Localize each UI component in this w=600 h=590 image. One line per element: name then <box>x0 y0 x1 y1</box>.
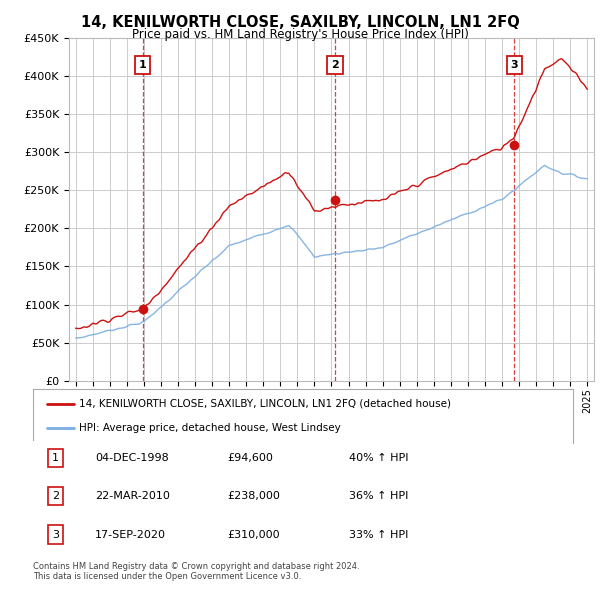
Text: Contains HM Land Registry data © Crown copyright and database right 2024.
This d: Contains HM Land Registry data © Crown c… <box>33 562 359 581</box>
Text: 22-MAR-2010: 22-MAR-2010 <box>95 491 170 501</box>
Text: 33% ↑ HPI: 33% ↑ HPI <box>349 530 408 539</box>
Text: 36% ↑ HPI: 36% ↑ HPI <box>349 491 408 501</box>
Text: 17-SEP-2020: 17-SEP-2020 <box>95 530 166 539</box>
Text: 04-DEC-1998: 04-DEC-1998 <box>95 453 169 463</box>
Text: 2: 2 <box>52 491 59 501</box>
Text: 1: 1 <box>139 60 146 70</box>
Text: 3: 3 <box>52 530 59 539</box>
Text: HPI: Average price, detached house, West Lindsey: HPI: Average price, detached house, West… <box>79 423 341 433</box>
Text: £94,600: £94,600 <box>227 453 273 463</box>
Text: 2: 2 <box>331 60 339 70</box>
Text: 3: 3 <box>511 60 518 70</box>
Text: £310,000: £310,000 <box>227 530 280 539</box>
Text: 40% ↑ HPI: 40% ↑ HPI <box>349 453 409 463</box>
Text: 14, KENILWORTH CLOSE, SAXILBY, LINCOLN, LN1 2FQ: 14, KENILWORTH CLOSE, SAXILBY, LINCOLN, … <box>80 15 520 30</box>
Text: £238,000: £238,000 <box>227 491 280 501</box>
Text: 1: 1 <box>52 453 59 463</box>
Text: 14, KENILWORTH CLOSE, SAXILBY, LINCOLN, LN1 2FQ (detached house): 14, KENILWORTH CLOSE, SAXILBY, LINCOLN, … <box>79 399 451 409</box>
Text: Price paid vs. HM Land Registry's House Price Index (HPI): Price paid vs. HM Land Registry's House … <box>131 28 469 41</box>
